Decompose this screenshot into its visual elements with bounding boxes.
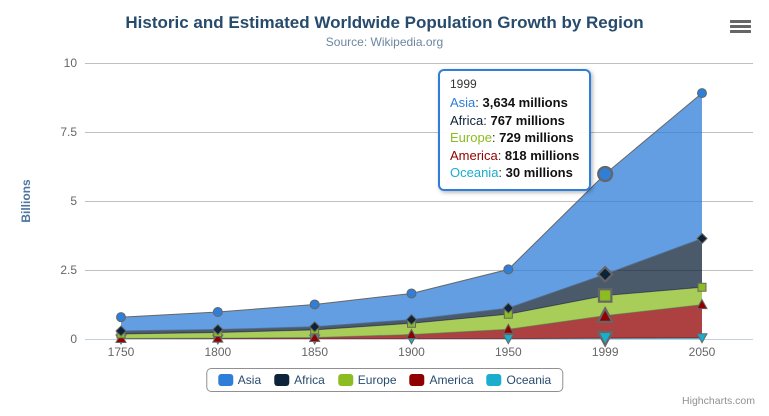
legend: Asia Africa Europe America Oceania <box>205 368 564 392</box>
legend-item-europe[interactable]: Europe <box>337 373 397 387</box>
legend-item-asia[interactable]: Asia <box>217 373 262 387</box>
tooltip-row-africa: Africa: 767 millions <box>450 112 565 128</box>
y-axis-label-2.5: 2.5 <box>60 263 77 277</box>
x-axis-label-1800: 1800 <box>204 345 231 359</box>
marker-america-1999-hovered[interactable] <box>596 306 615 323</box>
area-series-africa[interactable] <box>121 238 702 334</box>
y-axis-label-0: 0 <box>70 332 77 346</box>
x-axis-label-1950: 1950 <box>495 345 522 359</box>
marker-america-1900[interactable] <box>405 328 418 340</box>
legend-swatch-africa <box>274 374 290 386</box>
area-series-asia[interactable] <box>121 93 702 332</box>
legend-label: Asia <box>237 373 262 387</box>
tooltip-row-europe: Europe: 729 millions <box>450 130 574 145</box>
legend-swatch-europe <box>337 374 353 386</box>
marker-europe-2050[interactable] <box>697 282 707 292</box>
marker-africa-1800[interactable] <box>212 323 224 336</box>
legend-label: America <box>429 373 474 387</box>
legend-item-america[interactable]: America <box>409 373 474 387</box>
hamburger-bar <box>730 25 751 28</box>
marker-asia-2050[interactable] <box>697 88 707 99</box>
area-series-america[interactable] <box>121 304 702 339</box>
marker-africa-1950[interactable] <box>502 302 515 314</box>
x-axis-label-1750: 1750 <box>108 345 135 359</box>
legend-label: Europe <box>357 373 397 387</box>
marker-oceania-2050[interactable] <box>696 333 708 344</box>
marker-america-1800[interactable] <box>211 332 224 343</box>
tooltip-row-asia: Asia: 3,634 millions <box>450 95 568 110</box>
marker-africa-1850[interactable] <box>308 321 321 333</box>
marker-asia-1900[interactable] <box>406 288 417 299</box>
marker-oceania-1950[interactable] <box>502 334 515 345</box>
legend-label: Africa <box>294 373 325 387</box>
marker-asia-1800[interactable] <box>212 307 223 318</box>
marker-asia-1850[interactable] <box>309 299 320 310</box>
tooltip-row-america: America: 818 millions <box>450 147 580 163</box>
x-axis-label-1900: 1900 <box>398 345 425 359</box>
legend-swatch-oceania <box>486 374 502 386</box>
highcharts-credits-link[interactable]: Highcharts.com <box>682 395 755 407</box>
marker-america-1950[interactable] <box>502 323 515 334</box>
hamburger-bar <box>730 30 751 33</box>
legend-item-oceania[interactable]: Oceania <box>486 373 552 387</box>
y-axis-title: Billions <box>19 179 33 223</box>
marker-asia-1950[interactable] <box>503 264 514 275</box>
hamburger-menu-icon[interactable] <box>729 19 754 38</box>
tooltip: 1999 Asia: 3,634 millions Africa: 767 mil… <box>438 69 592 191</box>
hamburger-bar <box>730 20 751 23</box>
legend-swatch-america <box>409 374 425 386</box>
marker-asia-1999-hovered[interactable] <box>597 165 614 183</box>
marker-oceania-1999-hovered[interactable] <box>596 330 615 348</box>
marker-africa-2050[interactable] <box>696 232 708 245</box>
marker-africa-1900[interactable] <box>405 313 418 326</box>
legend-item-africa[interactable]: Africa <box>274 373 325 387</box>
marker-africa-1750[interactable] <box>115 325 127 337</box>
marker-asia-1750[interactable] <box>116 312 126 323</box>
marker-america-2050[interactable] <box>696 298 708 310</box>
x-axis-label-1999: 1999 <box>592 345 619 359</box>
marker-africa-1999-hovered[interactable] <box>596 265 614 284</box>
y-axis-label-10: 10 <box>64 56 78 70</box>
y-axis-label-7.5: 7.5 <box>60 125 77 139</box>
tooltip-header: 1999 <box>450 77 477 91</box>
tooltip-row-oceania: Oceania: 30 millions <box>450 165 573 180</box>
marker-europe-1999-hovered[interactable] <box>597 288 613 303</box>
x-axis-label-1850: 1850 <box>301 345 328 359</box>
chart-subtitle: Source: Wikipedia.org <box>325 35 444 49</box>
legend-label: Oceania <box>506 373 552 387</box>
chart-title: Historic and Estimated Worldwide Populat… <box>125 13 644 32</box>
y-axis-label-5: 5 <box>70 194 77 208</box>
x-axis-label-2050: 2050 <box>689 345 716 359</box>
marker-america-1850[interactable] <box>308 331 321 342</box>
legend-swatch-asia <box>217 374 233 386</box>
